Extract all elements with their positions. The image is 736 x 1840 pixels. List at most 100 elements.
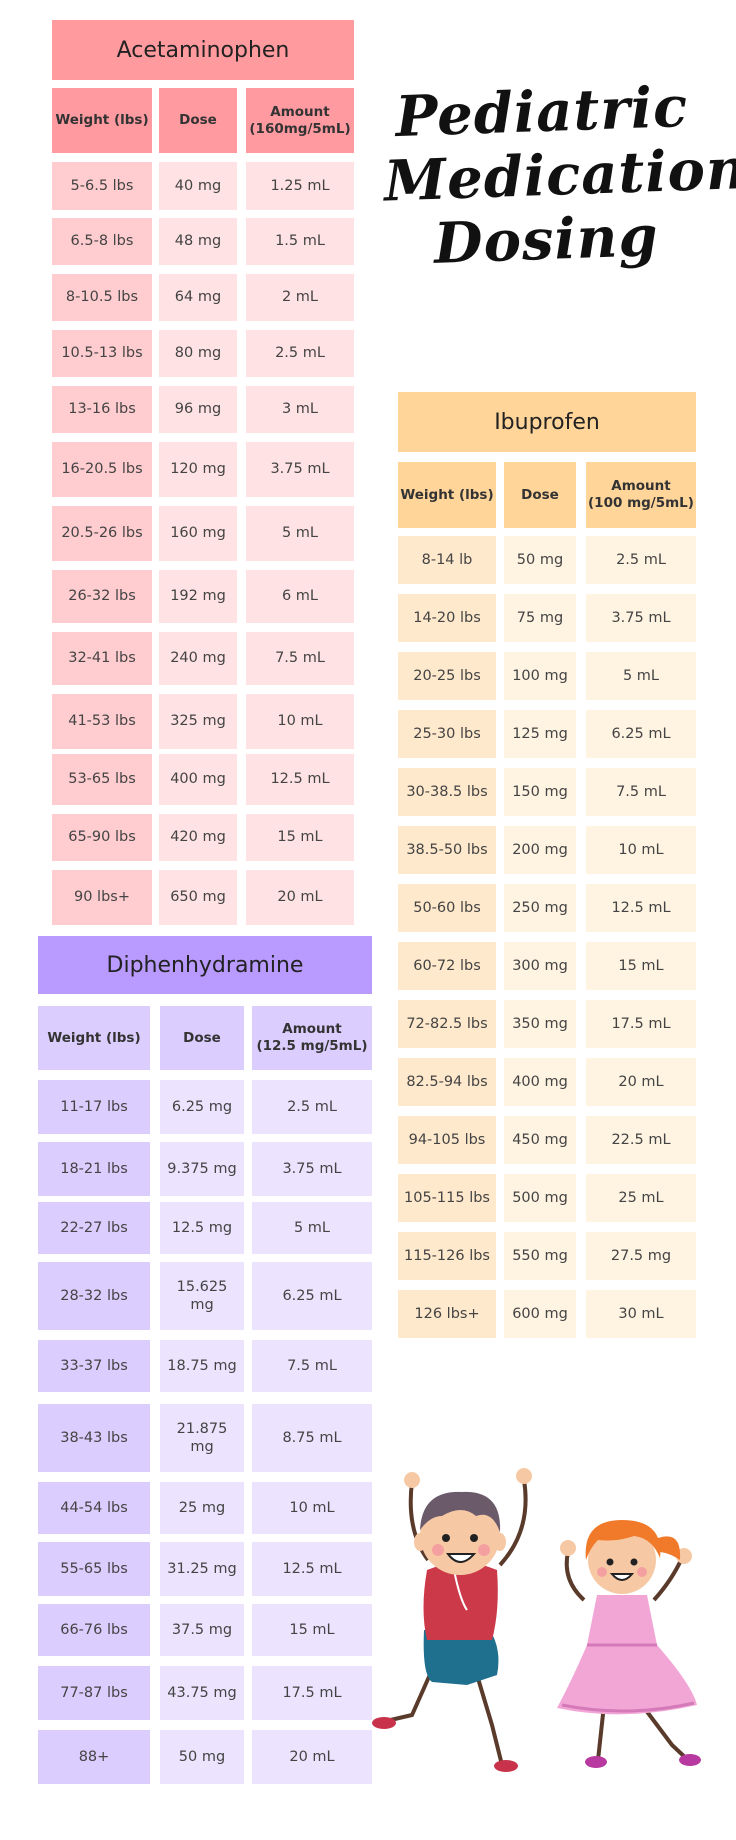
table-cell: 300 mg: [504, 942, 576, 990]
column-header: Amount (160mg/5mL): [246, 88, 354, 153]
kids-illustration: [372, 1468, 701, 1772]
table-cell: 20 mL: [586, 1058, 696, 1106]
table-cell: 7.5 mL: [246, 632, 354, 685]
table-cell: 90 lbs+: [52, 870, 152, 925]
column-header: Amount (100 mg/5mL): [586, 462, 696, 528]
table-cell: 240 mg: [159, 632, 237, 685]
table-cell: 10.5-13 lbs: [52, 330, 152, 377]
table-cell: 2 mL: [246, 274, 354, 321]
table-cell: 40 mg: [159, 162, 237, 210]
table-cell: 18.75 mg: [160, 1340, 244, 1392]
table-cell: 5 mL: [586, 652, 696, 700]
table-cell: 25-30 lbs: [398, 710, 496, 758]
table-cell: 12.5 mL: [252, 1542, 372, 1596]
acetaminophen-header: Acetaminophen: [52, 20, 354, 80]
table-cell: 30-38.5 lbs: [398, 768, 496, 816]
table-cell: 25 mg: [160, 1482, 244, 1534]
table-cell: 350 mg: [504, 1000, 576, 1048]
table-cell: 31.25 mg: [160, 1542, 244, 1596]
diphenhydramine-header: Diphenhydramine: [38, 936, 372, 994]
table-cell: 1.5 mL: [246, 218, 354, 265]
table-cell: 50 mg: [504, 536, 576, 584]
table-cell: 14-20 lbs: [398, 594, 496, 642]
table-cell: 5 mL: [252, 1202, 372, 1254]
table-cell: 72-82.5 lbs: [398, 1000, 496, 1048]
table-cell: 77-87 lbs: [38, 1666, 150, 1720]
table-cell: 5 mL: [246, 506, 354, 561]
table-cell: 6.25 mL: [252, 1262, 372, 1330]
table-cell: 12.5 mL: [246, 754, 354, 805]
table-cell: 6 mL: [246, 570, 354, 623]
table-cell: 44-54 lbs: [38, 1482, 150, 1534]
table-cell: 22.5 mL: [586, 1116, 696, 1164]
table-cell: 8-14 lb: [398, 536, 496, 584]
table-cell: 120 mg: [159, 442, 237, 497]
ibuprofen-table: Ibuprofen Weight (lbs) Dose Amount (100 mg/…: [398, 392, 696, 1338]
table-cell: 32-41 lbs: [52, 632, 152, 685]
table-cell: 27.5 mg: [586, 1232, 696, 1280]
table-cell: 3.75 mL: [586, 594, 696, 642]
table-cell: 53-65 lbs: [52, 754, 152, 805]
table-cell: 1.25 mL: [246, 162, 354, 210]
column-header: Weight (lbs): [38, 1006, 150, 1070]
table-cell: 325 mg: [159, 694, 237, 749]
table-cell: 20 mL: [252, 1730, 372, 1784]
table-cell: 15 mL: [586, 942, 696, 990]
table-cell: 250 mg: [504, 884, 576, 932]
table-cell: 30 mL: [586, 1290, 696, 1338]
table-cell: 3.75 mL: [252, 1142, 372, 1196]
table-cell: 125 mg: [504, 710, 576, 758]
table-cell: 38-43 lbs: [38, 1404, 150, 1472]
table-cell: 64 mg: [159, 274, 237, 321]
table-cell: 17.5 mL: [586, 1000, 696, 1048]
table-cell: 18-21 lbs: [38, 1142, 150, 1196]
column-header: Dose: [504, 462, 576, 528]
table-cell: 82.5-94 lbs: [398, 1058, 496, 1106]
table-cell: 420 mg: [159, 814, 237, 861]
table-cell: 94-105 lbs: [398, 1116, 496, 1164]
table-cell: 2.5 mL: [586, 536, 696, 584]
table-cell: 20 mL: [246, 870, 354, 925]
table-cell: 7.5 mL: [252, 1340, 372, 1392]
table-cell: 2.5 mL: [246, 330, 354, 377]
table-cell: 75 mg: [504, 594, 576, 642]
table-cell: 43.75 mg: [160, 1666, 244, 1720]
table-cell: 20.5-26 lbs: [52, 506, 152, 561]
table-cell: 38.5-50 lbs: [398, 826, 496, 874]
table-cell: 6.25 mL: [586, 710, 696, 758]
ibuprofen-header: Ibuprofen: [398, 392, 696, 452]
table-cell: 88+: [38, 1730, 150, 1784]
table-cell: 25 mL: [586, 1174, 696, 1222]
table-cell: 10 mL: [246, 694, 354, 749]
table-cell: 15.625 mg: [160, 1262, 244, 1330]
table-cell: 9.375 mg: [160, 1142, 244, 1196]
table-cell: 21.875 mg: [160, 1404, 244, 1472]
table-cell: 66-76 lbs: [38, 1604, 150, 1656]
table-cell: 650 mg: [159, 870, 237, 925]
table-cell: 400 mg: [159, 754, 237, 805]
table-cell: 2.5 mL: [252, 1080, 372, 1134]
table-cell: 16-20.5 lbs: [52, 442, 152, 497]
table-cell: 12.5 mL: [586, 884, 696, 932]
column-header: Dose: [159, 88, 237, 153]
table-cell: 33-37 lbs: [38, 1340, 150, 1392]
table-cell: 50 mg: [160, 1730, 244, 1784]
table-cell: 48 mg: [159, 218, 237, 265]
title-line: Dosing: [432, 203, 660, 277]
table-cell: 7.5 mL: [586, 768, 696, 816]
acetaminophen-table: Acetaminophen Weight (lbs) Dose Amount (160…: [52, 20, 354, 925]
table-cell: 126 lbs+: [398, 1290, 496, 1338]
table-cell: 50-60 lbs: [398, 884, 496, 932]
table-cell: 10 mL: [252, 1482, 372, 1534]
page-title: Pediatric Medication Dosing: [381, 74, 736, 277]
table-cell: 200 mg: [504, 826, 576, 874]
table-cell: 192 mg: [159, 570, 237, 623]
table-cell: 22-27 lbs: [38, 1202, 150, 1254]
table-cell: 55-65 lbs: [38, 1542, 150, 1596]
table-cell: 500 mg: [504, 1174, 576, 1222]
table-cell: 3.75 mL: [246, 442, 354, 497]
table-cell: 12.5 mg: [160, 1202, 244, 1254]
table-cell: 20-25 lbs: [398, 652, 496, 700]
column-header: Weight (lbs): [52, 88, 152, 153]
table-cell: 80 mg: [159, 330, 237, 377]
